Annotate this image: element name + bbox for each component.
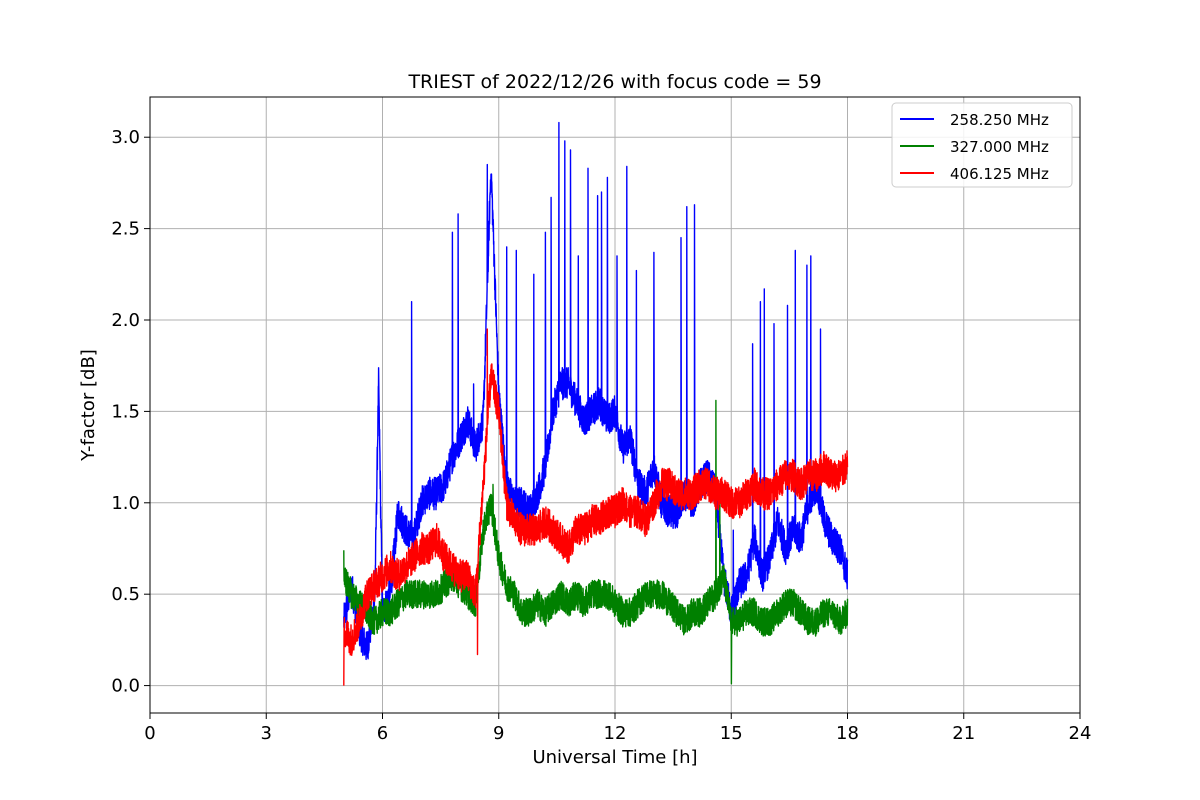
y-tick-label: 3.0 [111, 127, 140, 148]
y-axis-label: Y-factor [dB] [78, 349, 99, 462]
series-layer [343, 121, 849, 686]
legend: 258.250 MHz 327.000 MHz 406.125 MHz [891, 102, 1073, 188]
x-tick-label: 0 [144, 723, 155, 744]
y-tick-label: 0.0 [111, 676, 140, 697]
chart-title: TRIEST of 2022/12/26 with focus code = 5… [407, 71, 821, 93]
legend-label: 258.250 MHz [950, 111, 1049, 129]
x-tick-label: 18 [836, 723, 859, 744]
series-line-2 [343, 328, 849, 686]
x-tick-label: 21 [952, 723, 975, 744]
legend-label: 327.000 MHz [950, 138, 1049, 156]
y-tick-label: 0.5 [111, 584, 140, 605]
x-tick-label: 9 [493, 723, 504, 744]
x-tick-label: 3 [261, 723, 272, 744]
x-tick-label: 6 [377, 723, 388, 744]
x-tick-label: 24 [1069, 723, 1092, 744]
ticks: 0 3 6 9 12 15 18 21 24 0.0 0.5 1.0 1.5 2.0 2.5 3.0 [111, 127, 1091, 744]
series-line-1 [343, 399, 849, 685]
y-tick-label: 2.5 [111, 219, 140, 240]
y-tick-label: 1.5 [111, 401, 140, 422]
legend-box [891, 102, 1073, 188]
x-axis-label: Universal Time [h] [532, 747, 697, 768]
legend-label: 406.125 MHz [950, 165, 1049, 183]
y-tick-label: 2.0 [111, 310, 140, 331]
y-tick-label: 1.0 [111, 493, 140, 514]
x-tick-label: 12 [604, 723, 627, 744]
series-line-0 [343, 121, 849, 661]
x-tick-label: 15 [720, 723, 743, 744]
